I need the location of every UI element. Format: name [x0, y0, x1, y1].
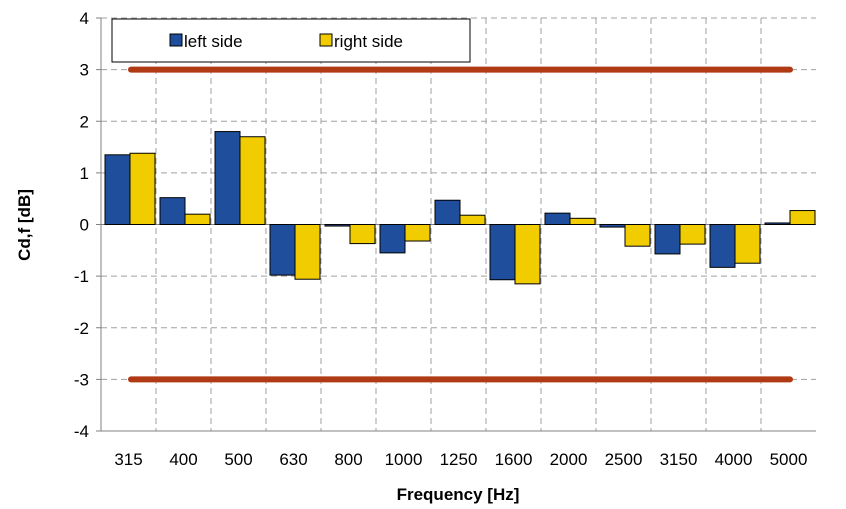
bar-left-3150: [654, 224, 681, 255]
y-tick-label: 3: [80, 61, 89, 80]
x-tick-label: 500: [224, 450, 252, 469]
bar-left-500: [214, 131, 241, 225]
x-tick-label: 315: [114, 450, 142, 469]
legend-label-right-side: right side: [334, 32, 403, 51]
x-tick-label: 630: [279, 450, 307, 469]
x-tick-labels: 315 400 500 630 800 1000 1250 1600 2000 2500 3150 4…: [114, 450, 807, 469]
bar-left-2000: [544, 212, 571, 226]
y-tick-label: 2: [80, 112, 89, 131]
bar-right-2000: [569, 217, 596, 225]
y-tick-label: -4: [74, 422, 89, 441]
bar-left-400: [159, 197, 186, 225]
bar-left-1250: [434, 199, 461, 226]
bar-left-1000: [379, 224, 406, 254]
bar-left-4000: [709, 224, 736, 268]
y-tick-label: -3: [74, 370, 89, 389]
x-tick-label: 1000: [385, 450, 423, 469]
x-tick-label: 1250: [440, 450, 478, 469]
legend-box: [111, 18, 471, 63]
legend-swatch-left-side: [169, 33, 183, 47]
x-tick-label: 2000: [550, 450, 588, 469]
x-tick-label: 800: [334, 450, 362, 469]
legend-label-left-side: left side: [184, 32, 243, 51]
x-tick-label: 400: [169, 450, 197, 469]
legend: left side right side: [111, 18, 471, 63]
bar-right-1600: [514, 224, 541, 285]
y-tick-labels: 4 3 2 1 0 -1 -2 -3 -4: [74, 9, 101, 441]
x-tick-label: 2500: [605, 450, 643, 469]
y-tick-label: 4: [80, 9, 89, 28]
bar-left-1600: [489, 224, 516, 281]
x-tick-label: 3150: [660, 450, 698, 469]
x-axis-title: Frequency [Hz]: [397, 485, 520, 504]
bar-right-5000: [789, 210, 816, 225]
y-tick-label: -2: [74, 319, 89, 338]
bar-right-315: [129, 152, 156, 226]
bar-right-630: [294, 224, 321, 280]
bar-right-800: [349, 224, 376, 245]
bar-right-500: [239, 136, 266, 225]
bar-left-800: [324, 224, 351, 227]
bar-left-2500: [599, 224, 626, 228]
bar-right-1000: [404, 224, 431, 242]
bar-right-1250: [459, 214, 486, 226]
bar-left-630: [269, 224, 296, 276]
y-tick-label: 1: [80, 164, 89, 183]
x-tick-label: 4000: [715, 450, 753, 469]
bar-right-3150: [679, 224, 706, 245]
bar-left-315: [104, 154, 131, 225]
x-tick-label: 1600: [495, 450, 533, 469]
limit-lines: [128, 66, 793, 383]
y-axis-title: Cd,f [dB]: [15, 189, 34, 261]
bars: [104, 131, 816, 285]
bar-left-5000: [764, 222, 791, 225]
x-tick-label: 5000: [770, 450, 808, 469]
y-tick-label: -1: [74, 267, 89, 286]
bar-right-4000: [734, 224, 761, 264]
bar-right-2500: [624, 224, 651, 247]
legend-swatch-right-side: [319, 33, 333, 47]
bar-right-400: [184, 213, 211, 226]
y-tick-label: 0: [80, 216, 89, 235]
